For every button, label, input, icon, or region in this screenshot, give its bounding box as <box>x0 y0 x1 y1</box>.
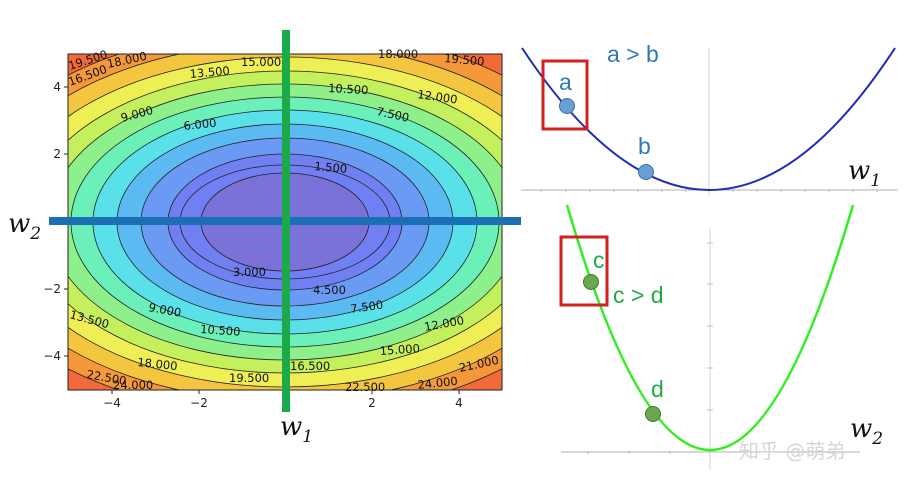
contour-label: 4.500 <box>313 283 346 297</box>
bottom-axis-ticks <box>587 242 834 454</box>
bottom-right-plot: c d c > d w2 <box>559 204 883 470</box>
contour-fills <box>68 54 502 390</box>
contour-labels: 19.500 18.000 16.500 15.000 13.500 12.00… <box>66 47 500 394</box>
y-tick-label: 4 <box>53 80 61 94</box>
point-a <box>559 98 575 114</box>
label-c: c <box>593 247 605 273</box>
x-tick-label: 4 <box>455 396 463 410</box>
w2-loss-curve <box>565 204 855 452</box>
highlight-box-c <box>559 235 609 307</box>
contour-label: 24.000 <box>113 378 153 392</box>
point-c <box>583 274 599 290</box>
contour-label: 24.000 <box>417 374 458 392</box>
y-tick-label: 2 <box>53 147 61 161</box>
contour-label: 1.500 <box>314 159 348 176</box>
contour-label: 7.500 <box>375 104 410 125</box>
contour-label: 10.500 <box>328 81 369 97</box>
contour-label: 15.000 <box>379 341 420 358</box>
contour-label: 22.500 <box>85 367 127 388</box>
contour-label: 13.500 <box>189 64 230 81</box>
point-b <box>638 164 654 180</box>
top-axis-ticks <box>540 189 878 192</box>
label-b: b <box>638 133 651 159</box>
bottom-axis-label: w2 <box>850 414 883 449</box>
x-tick-label: 2 <box>368 396 376 410</box>
contour-label: 12.000 <box>423 313 465 334</box>
highlight-box-a <box>541 59 589 131</box>
w2-label: w2 <box>8 209 41 244</box>
comparison-a-b: a > b <box>607 41 659 67</box>
comparison-c-d: c > d <box>613 282 664 308</box>
w1-label: w1 <box>280 412 313 447</box>
y-tick-label: −4 <box>43 349 61 363</box>
contour-label: 10.500 <box>200 322 241 339</box>
top-right-plot: a b a > b w1 <box>521 41 898 196</box>
contour-label: 19.500 <box>229 371 269 385</box>
contour-label: 15.000 <box>241 55 281 69</box>
contour-label: 3.000 <box>233 265 266 279</box>
w1-loss-curve <box>521 47 896 191</box>
top-axis-label: w1 <box>848 156 881 191</box>
watermark: 知乎 @萌弟 <box>739 439 845 463</box>
y-tick-labels: 4 2 −2 −4 <box>43 80 61 363</box>
contour-label: 16.500 <box>290 359 330 373</box>
contour-label: 7.500 <box>349 298 384 316</box>
x-tick-label: −2 <box>190 396 208 410</box>
y-tick-label: −2 <box>43 282 61 296</box>
x-tick-label: −4 <box>103 396 121 410</box>
label-a: a <box>559 69 572 95</box>
contour-label: 9.000 <box>147 300 182 320</box>
contour-label: 18.000 <box>137 355 178 373</box>
contour-plot: 19.500 18.000 16.500 15.000 13.500 12.00… <box>8 30 521 447</box>
contour-label: 18.000 <box>378 47 418 61</box>
x-tick-labels: −4 −2 2 4 <box>103 396 463 410</box>
contour-label: 12.000 <box>417 87 459 106</box>
contour-label: 6.000 <box>183 116 217 133</box>
label-d: d <box>651 376 664 402</box>
contour-label: 19.500 <box>444 51 485 68</box>
point-d <box>645 406 661 422</box>
contour-label: 22.500 <box>345 380 385 394</box>
